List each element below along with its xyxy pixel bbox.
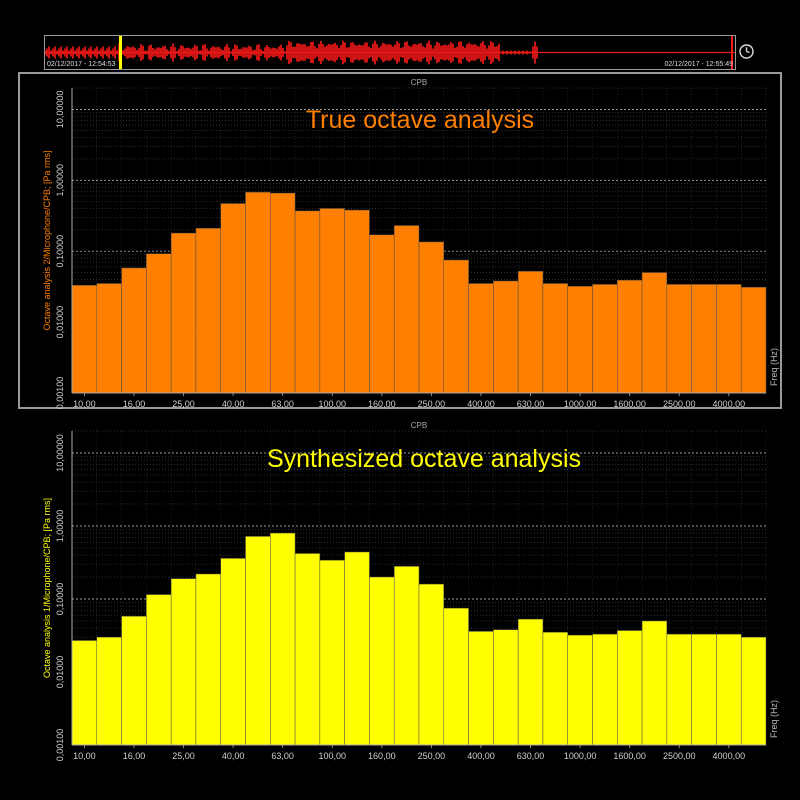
chart-title: Synthesized octave analysis <box>267 445 581 473</box>
x-tick-label: 10,00 <box>73 751 96 761</box>
bar-4000 <box>716 633 742 746</box>
bar-1250 <box>592 633 618 746</box>
bar-63 <box>270 532 296 746</box>
x-tick-label: 250,00 <box>418 751 446 761</box>
bar-20 <box>146 594 172 746</box>
y-axis-label: Octave analysis 1/Microphone/CPB; [Pa rm… <box>42 498 52 678</box>
overview-cursor <box>119 36 122 69</box>
x-tick-label: 1600,00 <box>613 751 646 761</box>
x-tick-label: 25,00 <box>172 751 195 761</box>
x-axis-label: Freq (Hz) <box>769 700 779 738</box>
bar-100 <box>319 559 345 746</box>
bar-16 <box>121 616 147 746</box>
x-tick-label: 63,00 <box>271 751 294 761</box>
y-tick-label: 0,01000 <box>55 656 65 689</box>
overview-timeline[interactable]: 02/12/2017 - 12:54:53 02/12/2017 - 12:55… <box>44 35 736 70</box>
x-tick-label: 100,00 <box>318 751 346 761</box>
overview-start-time: 02/12/2017 - 12:54:53 <box>47 61 116 68</box>
bar-80 <box>294 553 321 746</box>
x-tick-label: 630,00 <box>517 751 545 761</box>
bar-10 <box>71 640 98 746</box>
bar-50 <box>245 536 271 746</box>
clock-icon[interactable] <box>738 43 755 60</box>
bar-2000 <box>641 620 668 746</box>
bar-250 <box>418 583 445 746</box>
bar-31.5 <box>195 573 221 746</box>
overview-end-time: 02/12/2017 - 12:55:49 <box>664 61 733 68</box>
x-tick-label: 160,00 <box>368 751 396 761</box>
bar-500 <box>493 629 519 746</box>
bar-1000 <box>567 634 593 746</box>
bar-12.5 <box>96 636 122 746</box>
x-tick-label: 1000,00 <box>564 751 597 761</box>
plot-area <box>72 431 766 745</box>
y-tick-label: 10,00000 <box>55 434 65 472</box>
bar-125 <box>344 551 370 746</box>
y-tick-label: 0,10000 <box>55 583 65 616</box>
bar-800 <box>542 632 568 746</box>
selected-chart-frame <box>18 72 782 409</box>
bar-630 <box>517 618 544 746</box>
y-tick-label: 0,00100 <box>55 729 65 762</box>
overview-end-marker <box>731 36 733 69</box>
x-tick-label: 4000,00 <box>713 751 746 761</box>
bar-400 <box>468 631 494 746</box>
bar-1600 <box>617 630 643 746</box>
bar-2500 <box>666 633 692 746</box>
bar-160 <box>369 576 395 746</box>
bar-3150 <box>691 633 717 746</box>
bar-25 <box>170 578 197 746</box>
bar-5000 <box>740 636 767 746</box>
x-tick-label: 16,00 <box>123 751 146 761</box>
x-tick-label: 400,00 <box>467 751 495 761</box>
overview-waveform[interactable] <box>45 36 735 69</box>
bar-40 <box>220 558 246 746</box>
y-tick-label: 1,00000 <box>55 510 65 543</box>
bar-315 <box>443 607 469 746</box>
x-tick-label: 2500,00 <box>663 751 696 761</box>
panel-label: CPB <box>411 421 427 430</box>
x-tick-label: 40,00 <box>222 751 245 761</box>
bar-200 <box>393 566 420 746</box>
